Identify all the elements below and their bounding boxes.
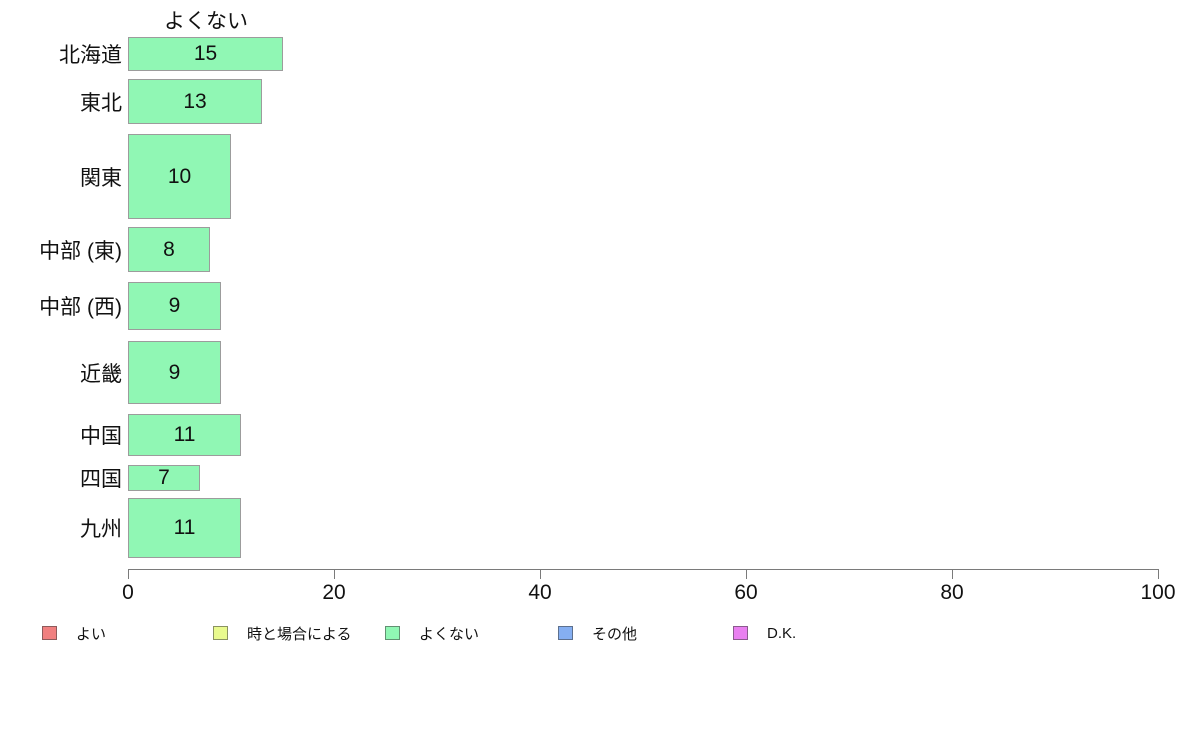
bar: 11 [128,414,241,456]
category-label: 近畿 [80,362,122,386]
bar: 8 [128,227,210,272]
legend-item: 時と場合による [213,624,352,643]
legend-swatch-icon [42,626,57,640]
legend-item: よくない [385,624,480,643]
bar-value-label: 7 [158,466,170,489]
bar-value-label: 15 [193,42,218,65]
category-label: 中国 [80,425,122,448]
x-axis-tick [1158,569,1159,579]
x-axis-tick [952,569,953,579]
legend-item: よい [42,624,107,643]
bar-value-label: 9 [168,360,181,384]
legend-swatch-icon [213,626,228,640]
legend-label: その他 [592,625,638,643]
legend-label: 時と場合による [247,625,352,643]
x-axis-tick [540,569,541,579]
category-label: 関東 [80,166,122,190]
x-axis-tick-label: 80 [940,581,964,604]
bar: 9 [128,282,221,330]
bar-value-label: 10 [167,164,192,188]
bar-value-label: 11 [173,516,196,539]
chart-title: よくない [164,10,248,33]
bar: 9 [128,341,221,404]
x-axis-tick-label: 60 [734,581,758,604]
category-label: 九州 [80,518,122,541]
x-axis-tick-label: 40 [528,581,552,604]
legend-item: D.K. [733,624,796,642]
bar: 10 [128,134,231,219]
legend-label: よくない [419,625,480,643]
category-label: 東北 [80,91,122,115]
bar: 13 [128,79,262,124]
category-label: 北海道 [59,44,122,67]
bar-value-label: 8 [163,237,175,261]
category-label: 中部 (西) [39,296,122,319]
bar: 7 [128,465,200,491]
legend-swatch-icon [558,626,573,640]
category-label: 四国 [80,468,122,491]
category-label: 中部 (東) [39,239,122,263]
legend-swatch-icon [733,626,748,640]
legend-item: その他 [558,624,638,643]
x-axis-line [128,569,1158,570]
x-axis-tick [746,569,747,579]
bar: 15 [128,37,283,71]
x-axis-tick-label: 100 [1140,581,1176,604]
legend-swatch-icon [385,626,400,640]
x-axis-tick-label: 0 [122,581,134,604]
x-axis-tick [128,569,129,579]
bar-value-label: 9 [168,294,181,317]
x-axis-tick [334,569,335,579]
legend-label: D.K. [767,624,797,642]
legend-label: よい [76,625,107,643]
x-axis-tick-label: 20 [322,581,346,604]
bar-value-label: 13 [183,89,207,113]
bar: 11 [128,498,241,558]
bar-value-label: 11 [173,423,196,446]
